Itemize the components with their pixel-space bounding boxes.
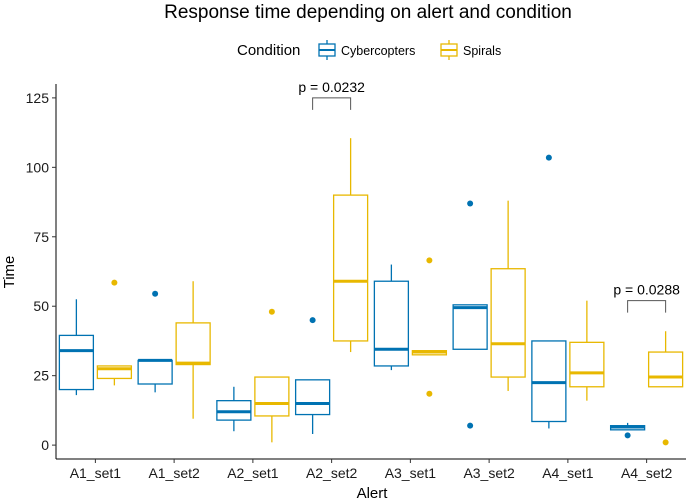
y-tick-label: 75 <box>33 229 49 245</box>
x-tick-label: A4_set1 <box>542 465 594 481</box>
outlier-point <box>309 317 316 324</box>
x-tick-label: A4_set2 <box>621 465 673 481</box>
outlier-point <box>467 200 474 207</box>
x-tick-label: A1_set2 <box>148 465 200 481</box>
y-tick-label: 25 <box>33 368 49 384</box>
box-cybercopters-a3-set2 <box>452 200 488 429</box>
box-iqr <box>373 280 410 367</box>
legend-item-cybercopters: Cybercopters <box>318 40 415 60</box>
significance-label: p = 0.0288 <box>613 282 680 298</box>
outlier-point <box>624 432 631 439</box>
outlier-point <box>467 422 474 429</box>
box-spirals-a4-set2 <box>647 331 684 446</box>
legend-item-spirals: Spirals <box>440 40 501 60</box>
legend-label: Cybercopters <box>341 44 415 58</box>
outlier-point <box>152 290 159 297</box>
outlier-point <box>662 439 669 446</box>
box-spirals-a2-set1 <box>254 308 290 443</box>
significance-bracket <box>312 97 352 110</box>
outlier-point <box>111 279 118 286</box>
box-cybercopters-a4-set1 <box>531 154 567 429</box>
x-tick-label: A3_set1 <box>385 465 437 481</box>
box-spirals-a2-set2 <box>332 138 369 353</box>
x-tick-label: A2_set1 <box>227 465 279 481</box>
legend-label: Spirals <box>463 44 501 58</box>
box-iqr <box>254 376 290 417</box>
box-spirals-a3-set2 <box>490 200 526 391</box>
x-axis-label: Alert <box>357 485 389 502</box>
box-iqr <box>332 194 369 342</box>
y-tick-label: 100 <box>26 159 50 175</box>
legend-title: Condition <box>237 42 300 59</box>
box-iqr <box>490 268 526 378</box>
x-tick-label: A1_set1 <box>70 465 122 481</box>
x-tick-label: A3_set2 <box>463 465 515 481</box>
box-iqr <box>175 322 211 366</box>
box-iqr <box>137 359 173 385</box>
box-cybercopters-a2-set1 <box>216 386 252 432</box>
outlier-point <box>426 257 433 264</box>
outlier-point <box>268 308 275 315</box>
box-spirals-a4-set1 <box>569 300 605 401</box>
x-tick-label: A2_set2 <box>306 465 358 481</box>
box-iqr <box>647 351 684 388</box>
box-cybercopters-a1-set2 <box>137 290 173 393</box>
box-iqr <box>569 341 605 388</box>
chart-title: Response time depending on alert and con… <box>164 2 572 23</box>
box-cybercopters-a4-set2 <box>609 422 646 439</box>
legend: Condition Cybercopters Spirals <box>237 40 501 60</box>
box-iqr <box>294 379 331 416</box>
y-axis-label: Time <box>1 256 18 289</box>
y-tick-label: 125 <box>26 90 50 106</box>
box-cybercopters-a1-set1 <box>58 299 95 396</box>
box-iqr <box>452 304 488 350</box>
box-cybercopters-a3-set1 <box>373 264 410 371</box>
outlier-point <box>545 154 552 161</box>
significance-label: p = 0.0232 <box>298 79 365 95</box>
significance-bracket <box>627 300 667 313</box>
y-tick-label: 0 <box>41 437 49 453</box>
box-spirals-a1-set1 <box>96 279 133 386</box>
plot-area: 0 25 50 75 100 125 A1_set1 A1_set2 A2_set1 A2_set… <box>26 79 686 481</box>
box-iqr <box>58 334 95 391</box>
box-spirals-a3-set1 <box>411 257 448 397</box>
outlier-point <box>426 390 433 397</box>
box-cybercopters-a2-set2 <box>294 317 331 434</box>
box-spirals-a1-set2 <box>175 281 211 419</box>
y-tick-label: 50 <box>33 298 49 314</box>
